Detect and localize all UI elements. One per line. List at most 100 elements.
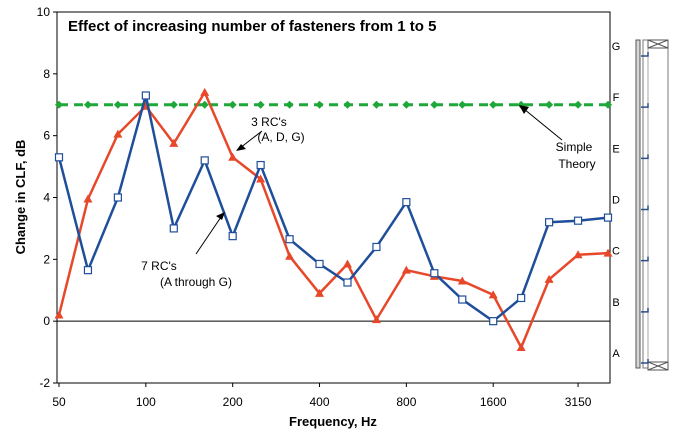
annotation-3rc-line1: 3 RC's (251, 115, 287, 129)
series-point-2 (430, 100, 439, 109)
series-point-1 (603, 248, 613, 257)
fastener-label: B (612, 297, 619, 309)
series-point-0 (545, 218, 554, 227)
annotation-theory-line2: Theory (558, 157, 595, 171)
series-point-2 (228, 100, 237, 109)
series-point-1 (83, 194, 93, 203)
series-point-1 (573, 250, 583, 259)
series-point-2 (55, 100, 63, 109)
annotation-7rc: 7 RC's (A through G) (141, 212, 232, 289)
y-axis: -2 0 2 4 6 8 10 (37, 5, 57, 390)
annotation-7rc-arrowhead (216, 212, 225, 220)
annotation-3rc: 3 RC's (A, D, G) (236, 115, 305, 151)
series-point-1 (256, 174, 266, 183)
series-point-1 (54, 310, 64, 319)
annotation-3rc-line2: (A, D, G) (257, 130, 304, 144)
series-point-2 (113, 100, 122, 109)
plot-area (56, 11, 611, 384)
series-point-0 (402, 198, 411, 207)
fastener-label: G (612, 41, 621, 53)
x-tick-label: 3150 (565, 395, 592, 409)
chart-title: Effect of increasing number of fasteners… (68, 18, 436, 35)
series-point-0 (315, 259, 324, 269)
series-point-0 (83, 266, 93, 275)
series-point-1 (457, 276, 467, 285)
annotation-3rc-arrowhead (236, 144, 246, 151)
y-tick-label: -2 (39, 376, 50, 390)
x-axis-title: Frequency, Hz (289, 414, 377, 429)
series-point-2 (372, 100, 381, 109)
annotation-theory-arrowhead (519, 105, 529, 114)
series-point-0 (489, 317, 498, 326)
series-point-0 (54, 153, 64, 162)
series-point-0 (430, 269, 439, 278)
series-point-2 (83, 100, 92, 109)
fastener-label: F (613, 92, 620, 104)
series-layer (54, 87, 613, 351)
fastener-mark (641, 103, 649, 108)
series-point-0 (113, 193, 122, 202)
fastener-mark (641, 307, 649, 313)
series-point-0 (573, 216, 583, 225)
series-point-0 (285, 235, 294, 244)
panel-top-cross-2 (647, 39, 669, 49)
series-point-2 (574, 100, 583, 109)
x-tick-label: 200 (223, 395, 243, 409)
series-point-0 (603, 213, 613, 222)
series-point-1 (516, 342, 526, 351)
fastener-label: C (612, 246, 620, 258)
y-tick-label: 4 (43, 191, 50, 205)
series-point-0 (141, 91, 150, 100)
annotation-theory-line1: Simple (556, 140, 593, 154)
x-tick-label: 800 (396, 395, 416, 409)
annotation-3rc-arrow (239, 130, 263, 149)
series-point-1 (200, 87, 210, 96)
series-point-2 (285, 100, 294, 109)
series-point-2 (256, 100, 265, 109)
annotation-7rc-arrow (195, 216, 222, 255)
y-tick-label: 6 (43, 129, 50, 143)
series-point-0 (343, 278, 352, 287)
fastener-label: A (612, 348, 620, 360)
x-axis: 50 100 200 400 800 1600 3150 (52, 383, 592, 409)
series-point-0 (517, 293, 526, 303)
y-tick-label: 2 (43, 252, 50, 266)
fastener-mark (641, 359, 649, 364)
series-point-2 (489, 100, 498, 109)
series-point-1 (285, 251, 295, 260)
series-point-2 (458, 100, 467, 109)
series-point-2 (545, 100, 554, 109)
series-point-2 (343, 100, 352, 109)
y-axis-title: Change in CLF, dB (13, 140, 28, 255)
series-point-0 (169, 224, 178, 233)
series-point-1 (169, 138, 179, 147)
series-point-0 (200, 156, 209, 165)
fastener-label: D (612, 195, 620, 207)
series-point-0 (458, 295, 467, 304)
series-point-2 (200, 100, 209, 109)
series-point-2 (604, 100, 612, 109)
series-point-2 (315, 100, 324, 109)
fastener-panel: G F E D C B A (612, 39, 669, 371)
annotation-7rc-line2: (A through G) (160, 275, 232, 289)
series-point-1 (315, 288, 325, 297)
annotation-7rc-line1: 7 RC's (141, 259, 177, 273)
series-point-1 (371, 315, 381, 324)
x-tick-label: 1600 (480, 395, 507, 409)
series-point-1 (544, 274, 554, 283)
series-point-0 (256, 160, 265, 170)
series-point-0 (228, 232, 237, 241)
panel-board (642, 39, 669, 369)
series-point-2 (169, 100, 178, 109)
fastener-mark (641, 52, 649, 57)
panel-stud (635, 39, 641, 369)
annotation-theory: Simple Theory (519, 105, 596, 171)
series-point-1 (113, 129, 123, 138)
series-point-0 (372, 242, 381, 252)
x-tick-label: 100 (136, 395, 156, 409)
fastener-mark (641, 256, 649, 262)
x-tick-label: 400 (310, 395, 330, 409)
series-point-1 (401, 265, 411, 274)
panel-bottom-cross-2 (647, 361, 669, 371)
x-tick-label: 50 (52, 395, 66, 409)
